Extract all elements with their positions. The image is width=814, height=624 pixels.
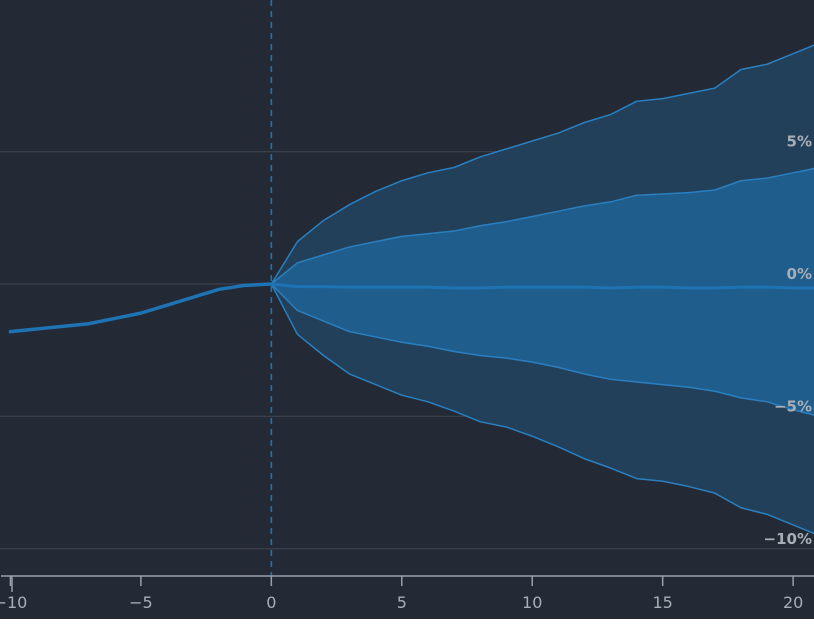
y-tick-label: −10% xyxy=(764,530,812,548)
x-tick-label: 0 xyxy=(266,593,276,612)
upper-inner-band-line xyxy=(270,167,814,285)
x-axis xyxy=(1,575,814,592)
x-tick-labels: −10 −5 0 5 10 15 20 xyxy=(0,593,803,612)
y-tick-labels: 5% 0% −5% −10% xyxy=(764,133,812,548)
x-tick-label: −10 xyxy=(0,593,27,612)
y-tick-label: 0% xyxy=(787,265,812,283)
x-tick-label: 15 xyxy=(652,593,672,612)
lower-inner-band-line xyxy=(270,283,814,416)
x-tick-label: −5 xyxy=(129,593,153,612)
forecast-bands xyxy=(271,45,814,534)
x-tick-label: 20 xyxy=(783,593,803,612)
series-lines xyxy=(8,44,814,535)
history-line xyxy=(8,282,274,334)
y-tick-label: 5% xyxy=(787,133,812,151)
lower-outer-band-line xyxy=(270,283,814,535)
y-tick-label: −5% xyxy=(774,397,812,415)
median-forecast-line xyxy=(269,282,814,290)
inner-forecast-band xyxy=(271,168,814,416)
x-tick-label: 5 xyxy=(397,593,407,612)
upper-outer-band-line xyxy=(270,44,814,285)
x-tick-label: 10 xyxy=(522,593,542,612)
